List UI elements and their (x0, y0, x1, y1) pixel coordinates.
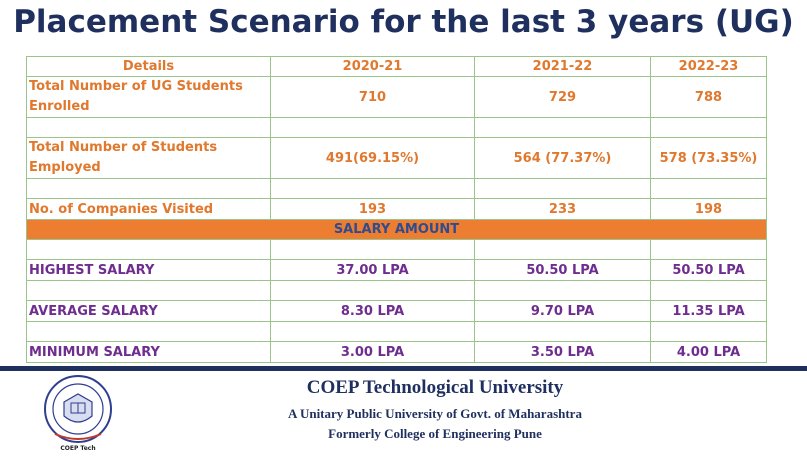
table-row: HIGHEST SALARY 37.00 LPA 50.50 LPA 50.50… (26, 259, 767, 281)
header-details: Details (26, 56, 271, 77)
table-header-row: Details 2020-21 2021-22 2022-23 (26, 56, 767, 77)
university-name: COEP Technological University (306, 377, 564, 398)
university-logo: COEP Tech (35, 372, 121, 453)
cell-value: 50.50 LPA (650, 259, 767, 281)
row-label-companies: No. of Companies Visited (26, 198, 271, 220)
spacer-row (26, 178, 767, 199)
spacer-row (26, 321, 767, 342)
spacer-row (26, 280, 767, 301)
cell-value: 729 (474, 76, 651, 118)
table-row: Total Number of Students Employed 491(69… (26, 137, 767, 179)
spacer-row (26, 239, 767, 260)
cell-value: 788 (650, 76, 767, 118)
table-row: MINIMUM SALARY 3.00 LPA 3.50 LPA 4.00 LP… (26, 341, 767, 363)
row-label-average: AVERAGE SALARY (26, 300, 271, 322)
table-row: Total Number of UG Students Enrolled 710… (26, 76, 767, 118)
table-row: No. of Companies Visited 193 233 198 (26, 198, 767, 220)
placement-table: Details 2020-21 2021-22 2022-23 Total Nu… (26, 56, 767, 363)
cell-value: 564 (77.37%) (474, 137, 651, 179)
seal-icon: COEP Tech (44, 375, 112, 452)
header-2022-23: 2022-23 (650, 56, 767, 77)
cell-value: 710 (270, 76, 475, 118)
cell-value: 198 (650, 198, 767, 220)
university-subtitle-1: A Unitary Public University of Govt. of … (288, 406, 582, 421)
cell-value: 233 (474, 198, 651, 220)
cell-value: 578 (73.35%) (650, 137, 767, 179)
row-label-minimum: MINIMUM SALARY (26, 341, 271, 363)
cell-value: 11.35 LPA (650, 300, 767, 322)
cell-value: 193 (270, 198, 475, 220)
row-label-enrolled: Total Number of UG Students Enrolled (26, 76, 271, 118)
salary-band-label: SALARY AMOUNT (26, 219, 767, 240)
university-subtitle-2: Formerly College of Engineering Pune (328, 426, 542, 441)
row-label-employed: Total Number of Students Employed (26, 137, 271, 179)
cell-value: 491(69.15%) (270, 137, 475, 179)
page-title: Placement Scenario for the last 3 years … (13, 4, 794, 40)
cell-value: 3.50 LPA (474, 341, 651, 363)
header-2021-22: 2021-22 (474, 56, 651, 77)
cell-value: 3.00 LPA (270, 341, 475, 363)
cell-value: 37.00 LPA (270, 259, 475, 281)
cell-value: 9.70 LPA (474, 300, 651, 322)
cell-value: 4.00 LPA (650, 341, 767, 363)
salary-band-row: SALARY AMOUNT (26, 219, 767, 240)
logo-caption: COEP Tech (60, 445, 95, 452)
cell-value: 50.50 LPA (474, 259, 651, 281)
row-label-highest: HIGHEST SALARY (26, 259, 271, 281)
table-row: AVERAGE SALARY 8.30 LPA 9.70 LPA 11.35 L… (26, 300, 767, 322)
spacer-row (26, 117, 767, 138)
header-2020-21: 2020-21 (270, 56, 475, 77)
cell-value: 8.30 LPA (270, 300, 475, 322)
footer-divider (0, 366, 807, 371)
